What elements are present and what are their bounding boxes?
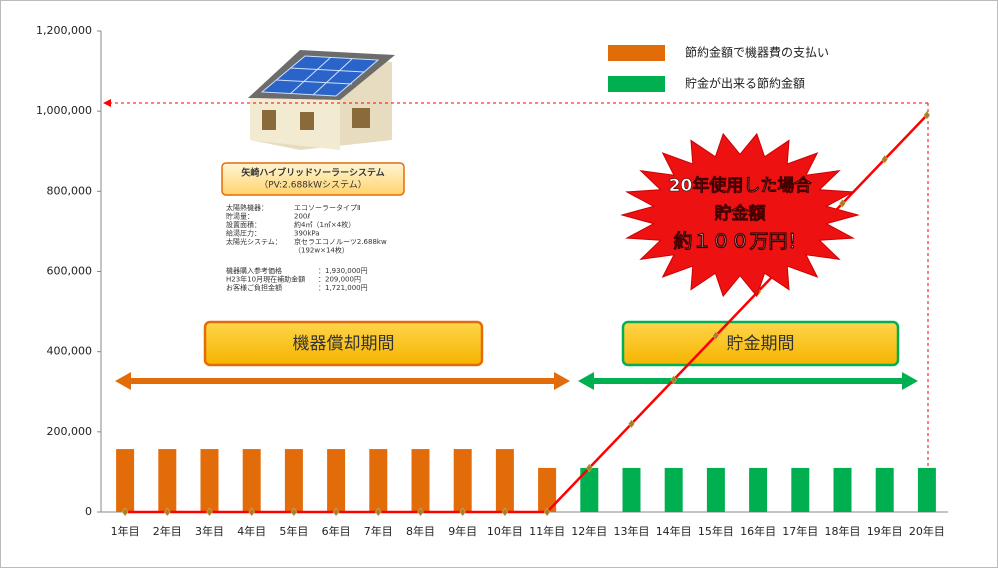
- x-tick-label: 12年目: [571, 524, 607, 538]
- x-tick-label: 4年目: [237, 524, 266, 538]
- spec-label: 貯湯量：: [226, 212, 254, 221]
- x-tick-label: 14年目: [656, 524, 692, 538]
- y-tick-label: 400,000: [47, 345, 93, 358]
- bar: [918, 468, 936, 512]
- spec-value: エコソーラータイプⅡ: [294, 203, 360, 212]
- bar: [665, 468, 683, 512]
- x-tick-label: 18年目: [825, 524, 861, 538]
- x-tick-label: 13年目: [614, 524, 650, 538]
- spec-value: 約4㎡（1㎡×4枚）: [294, 220, 355, 229]
- bar: [834, 468, 852, 512]
- x-tick-label: 9年目: [448, 524, 477, 538]
- x-tick-label: 3年目: [195, 524, 224, 538]
- x-tick-label: 7年目: [364, 524, 393, 538]
- legend-label: 節約金額で機器費の支払い: [685, 45, 829, 60]
- bar: [791, 468, 809, 512]
- bar: [201, 449, 219, 512]
- price-value: ：209,000円: [318, 276, 361, 284]
- price-value: ：1,930,000円: [318, 267, 368, 275]
- x-tick-label: 10年目: [487, 524, 523, 538]
- bar: [623, 468, 641, 512]
- y-tick-label: 200,000: [47, 425, 93, 438]
- x-tick-label: 2年目: [153, 524, 182, 538]
- x-tick-label: 5年目: [279, 524, 308, 538]
- bar: [707, 468, 725, 512]
- callout-text: 約１００万円！: [673, 230, 806, 253]
- y-tick-label: 1,000,000: [36, 104, 92, 117]
- spec-label: 給湯圧力：: [226, 229, 261, 238]
- spec-note: （192w×14枚）: [294, 246, 349, 255]
- spec-value: 京セラエコノルーツ2.688kw: [294, 237, 387, 246]
- bar: [243, 449, 261, 512]
- x-tick-label: 1年目: [111, 524, 140, 538]
- x-tick-label: 6年目: [322, 524, 351, 538]
- bar: [327, 449, 345, 512]
- period-label: 貯金期間: [727, 334, 795, 354]
- product-subtitle: （PV:2.688kWシステム）: [259, 180, 367, 191]
- x-tick-label: 11年目: [529, 524, 565, 538]
- chart: 0 200,000 400,000 600,000 800,000 1,000,000 1,…: [0, 0, 998, 568]
- y-tick-label: 800,000: [47, 184, 93, 197]
- x-tick-label: 19年目: [867, 524, 903, 538]
- spec-value: 200ℓ: [294, 213, 310, 221]
- bar: [369, 449, 387, 512]
- price-value: ：1,721,000円: [318, 284, 368, 292]
- product-title: 矢崎ハイブリッドソーラーシステム: [241, 167, 384, 179]
- spec-label: 設置面積：: [226, 220, 261, 229]
- bar: [285, 449, 303, 512]
- spec-value: 390kPa: [294, 230, 320, 238]
- x-tick-label: 15年目: [698, 524, 734, 538]
- price-label: 機器購入参考価格: [226, 266, 282, 275]
- bar: [749, 468, 767, 512]
- x-tick-label: 20年目: [909, 524, 945, 538]
- y-tick-label: 600,000: [47, 265, 93, 278]
- callout-text: 20年使用した場合: [669, 175, 813, 196]
- bar: [158, 449, 176, 512]
- y-tick-label: 0: [85, 505, 92, 518]
- bar: [876, 468, 894, 512]
- bar: [116, 449, 134, 512]
- callout-text: 貯金額: [715, 203, 766, 224]
- y-tick-label: 1,200,000: [36, 24, 92, 37]
- x-tick-label: 17年目: [782, 524, 818, 538]
- legend-swatch: [608, 45, 665, 61]
- spec-label: 太陽熱機器：: [226, 203, 268, 212]
- bar: [412, 449, 430, 512]
- spec-label: 太陽光システム：: [226, 237, 282, 246]
- bar: [454, 449, 472, 512]
- x-tick-label: 16年目: [740, 524, 776, 538]
- bar: [496, 449, 514, 512]
- price-label: H23年10月現在補助金額: [226, 275, 305, 284]
- period-label: 機器償却期間: [293, 334, 395, 354]
- legend-label: 貯金が出来る節約金額: [685, 76, 805, 91]
- x-tick-label: 8年目: [406, 524, 435, 538]
- legend-swatch: [608, 76, 665, 92]
- price-label: お客様ご負担金額: [226, 283, 282, 292]
